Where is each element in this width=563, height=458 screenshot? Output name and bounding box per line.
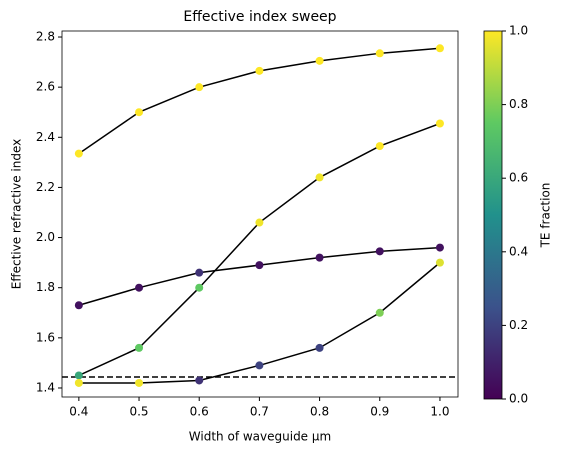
data-point [255, 361, 264, 370]
x-tick-label: 0.9 [370, 405, 389, 419]
data-point [195, 283, 204, 292]
data-point [255, 66, 264, 75]
data-point [435, 44, 444, 53]
data-point [375, 142, 384, 151]
series-line [78, 122, 441, 377]
data-point [315, 253, 324, 262]
y-tick-label: 2.8 [36, 30, 55, 44]
y-axis-label: Effective refractive index [10, 139, 24, 290]
data-point [435, 258, 444, 267]
colorbar-tick-label: 0.0 [509, 392, 528, 406]
series-line [78, 246, 440, 306]
data-point [315, 56, 324, 65]
plot-frame [61, 30, 459, 398]
data-point [375, 49, 384, 58]
data-point [195, 376, 204, 385]
colorbar-tick-label: 0.2 [509, 318, 528, 332]
data-point [74, 301, 83, 310]
chart-title: Effective index sweep [183, 9, 336, 25]
data-point [74, 378, 83, 387]
data-point [315, 173, 324, 182]
x-tick-label: 1.0 [430, 405, 449, 419]
data-point [195, 83, 204, 92]
data-point [74, 371, 83, 380]
y-tick-label: 1.4 [36, 380, 55, 394]
data-point [375, 247, 384, 256]
y-tick-label: 1.8 [36, 280, 55, 294]
x-tick-label: 0.7 [250, 405, 269, 419]
data-point [315, 343, 324, 352]
data-point [255, 261, 264, 270]
data-point [435, 119, 444, 128]
data-point [195, 268, 204, 277]
x-tick-label: 0.4 [69, 405, 88, 419]
data-point [255, 218, 264, 227]
x-tick-label: 0.8 [310, 405, 329, 419]
colorbar-tick-label: 0.6 [509, 171, 528, 185]
y-tick-label: 2.4 [36, 130, 55, 144]
y-tick-label: 2.6 [36, 80, 55, 94]
colorbar-tick-label: 1.0 [509, 24, 528, 38]
colorbar-label: TE fraction [539, 183, 553, 249]
colorbar-tick-label: 0.4 [509, 244, 528, 258]
data-point [435, 243, 444, 252]
y-tick-label: 1.6 [36, 330, 55, 344]
series-line [78, 47, 441, 155]
y-tick-label: 2.2 [36, 180, 55, 194]
data-point [135, 108, 144, 117]
x-axis-label: Width of waveguide µm [189, 430, 331, 444]
data-point [135, 378, 144, 387]
colorbar [483, 30, 503, 400]
data-point [375, 308, 384, 317]
x-tick-label: 0.6 [190, 405, 209, 419]
colorbar-tick-label: 0.8 [509, 97, 528, 111]
x-tick-label: 0.5 [129, 405, 148, 419]
y-tick-label: 2.0 [36, 230, 55, 244]
data-point [135, 283, 144, 292]
data-point [74, 149, 83, 158]
data-point [135, 343, 144, 352]
